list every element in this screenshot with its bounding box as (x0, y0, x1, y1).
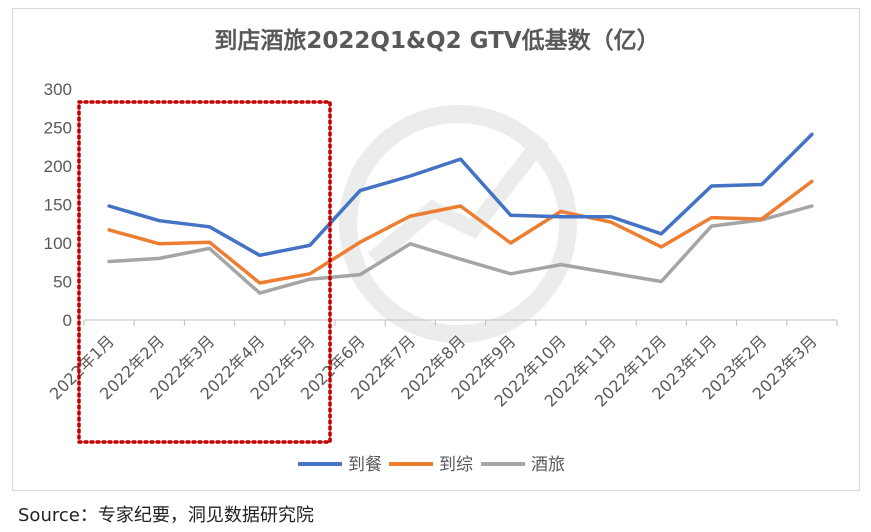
chart-frame: 到店酒旅2022Q1&Q2 GTV低基数（亿） 0 50 100 150 200 250 3… (12, 8, 860, 491)
legend-label-到餐: 到餐 (348, 455, 382, 475)
series-line-酒旅 (107, 204, 814, 295)
y-tick-label: 50 (53, 273, 72, 292)
y-tick-label: 0 (63, 311, 72, 330)
legend: 到餐 到综 酒旅 (298, 455, 565, 475)
y-tick-label: 250 (44, 119, 72, 138)
y-tick-label: 200 (44, 157, 72, 176)
legend-label-酒旅: 酒旅 (531, 455, 565, 475)
source-note: Source：专家纪要，洞见数据研究院 (18, 505, 314, 526)
series-line-到餐 (107, 132, 814, 258)
highlight-box (77, 100, 332, 444)
y-tick-label: 300 (44, 80, 72, 99)
series-lines (107, 132, 814, 295)
line-chart: 到店酒旅2022Q1&Q2 GTV低基数（亿） 0 50 100 150 200 250 3… (44, 27, 838, 475)
chart-title: 到店酒旅2022Q1&Q2 GTV低基数（亿） (214, 27, 659, 54)
legend-label-到综: 到综 (439, 455, 473, 475)
y-tick-label: 100 (44, 234, 72, 253)
series-line-到综 (107, 179, 814, 285)
annotation-layer (77, 100, 332, 444)
y-tick-label: 150 (44, 196, 72, 215)
watermark (339, 105, 577, 343)
